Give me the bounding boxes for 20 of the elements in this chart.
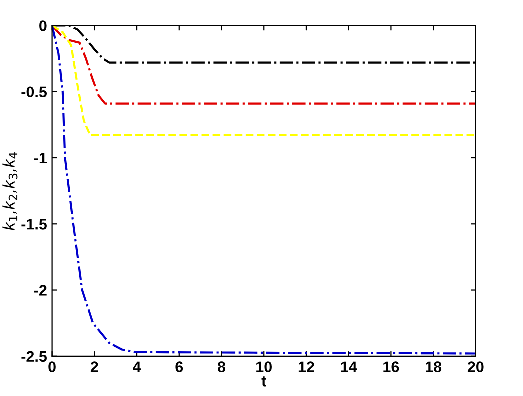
y-tick-label: -1 — [34, 153, 48, 164]
x-tick-label: 8 — [218, 362, 226, 372]
y-tick-label: -1.5 — [22, 219, 48, 230]
x-tick-label: 16 — [384, 362, 400, 372]
x-tick-label: 10 — [256, 362, 272, 372]
y-axis-title: k$_{1}$,k$_{2}$,k$_{3}$,k$_{4}$ — [2, 152, 18, 231]
line-series — [52, 26, 476, 355]
y-tick-label: 0 — [40, 20, 47, 32]
x-axis-title: t — [262, 376, 266, 387]
x-tick-label: 18 — [426, 362, 442, 372]
x-tick-label: 4 — [133, 362, 142, 372]
x-tick-label: 12 — [298, 362, 314, 372]
x-tick-label: 14 — [341, 362, 358, 372]
x-tick-label: 6 — [176, 362, 184, 372]
x-tick-label: 0 — [48, 362, 56, 372]
x-tick-label: 20 — [468, 362, 484, 372]
y-tick-label: -2.5 — [22, 351, 48, 362]
x-tick-label: 2 — [90, 362, 98, 372]
y-tick-label: -0.5 — [22, 86, 48, 98]
y-tick-label: -2 — [34, 285, 47, 296]
